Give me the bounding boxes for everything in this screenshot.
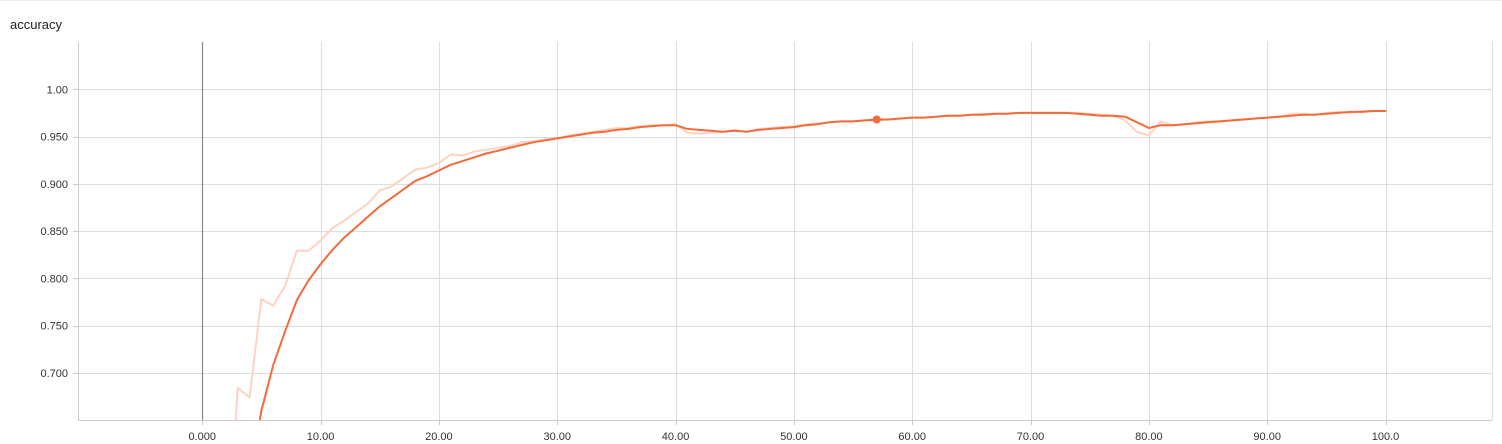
x-tick-label: 90.00 [1253, 431, 1281, 443]
x-tick-label: 20.00 [425, 431, 453, 443]
y-tick-label: 0.800 [40, 273, 68, 285]
chart-title: accuracy [10, 17, 63, 32]
y-tick-label: 0.850 [40, 226, 68, 238]
x-tick-label: 70.00 [1017, 431, 1045, 443]
x-tick-label: 30.00 [543, 431, 571, 443]
grid-layer [0, 0, 1502, 420]
series-layer [234, 110, 1387, 420]
y-tick-label: 0.750 [40, 321, 68, 333]
x-tick-label: 10.00 [307, 431, 335, 443]
tick-labels: 0.700 0.750 0.800 0.850 0.900 0.950 1.00 0.000 1… [40, 84, 1399, 443]
y-tick-label: 1.00 [47, 84, 68, 96]
raw-series-line [234, 110, 1387, 420]
y-tick-label: 0.700 [40, 368, 68, 380]
smoothed-series-line [258, 110, 1387, 420]
x-tick-label: 100.0 [1372, 431, 1400, 443]
x-tick-label: 60.00 [898, 431, 926, 443]
x-tick-label: 80.00 [1135, 431, 1163, 443]
highlight-point [872, 115, 881, 124]
y-tick-label: 0.950 [40, 132, 68, 144]
x-tick-label: 40.00 [662, 431, 690, 443]
x-tick-label: 0.000 [188, 431, 216, 443]
axis-layer [73, 42, 1492, 425]
y-tick-label: 0.900 [40, 179, 68, 191]
x-tick-label: 50.00 [780, 431, 808, 443]
